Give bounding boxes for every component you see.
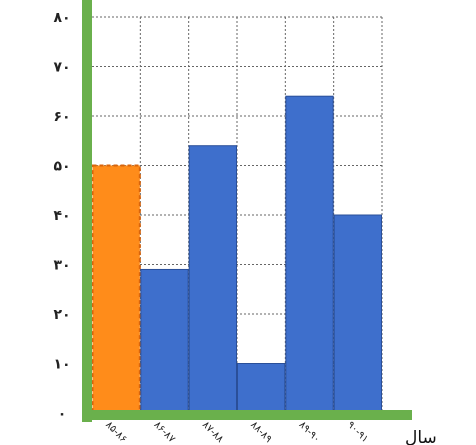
- axes: [82, 0, 412, 422]
- bar-3: [237, 363, 286, 414]
- y-tick-label: ۱۰: [53, 357, 70, 373]
- y-tick-label: ۰: [58, 406, 67, 422]
- x-tick-label: ۸۹-۹۰: [297, 419, 323, 445]
- bar-1: [140, 268, 189, 414]
- y-tick-label: ۴۰: [53, 208, 70, 224]
- x-tick-label: ۸۸-۸۹: [248, 419, 274, 445]
- y-tick-label: ۵۰: [53, 159, 70, 175]
- y-axis: [82, 0, 92, 422]
- y-tick-label: ۷۰: [53, 60, 70, 76]
- x-tick-label: ۸۵-۸۶: [103, 419, 129, 445]
- y-tick-label: ۲۰: [53, 307, 70, 323]
- x-axis: [82, 410, 412, 420]
- x-axis-label: سال: [405, 428, 437, 445]
- y-tick-labels: ۰ ۱۰ ۲۰ ۳۰ ۴۰ ۵۰ ۶۰ ۷۰ ۸۰: [53, 10, 70, 422]
- x-tick-labels: ۸۵-۸۶ ۸۶-۸۷ ۸۷-۸۸ ۸۸-۸۹ ۸۹-۹۰ ۹۰-۹۱: [103, 419, 370, 445]
- bar-5: [333, 214, 382, 414]
- x-tick-label: ۸۶-۸۷: [152, 419, 178, 445]
- x-tick-label: ۹۰-۹۱: [345, 419, 371, 445]
- y-tick-label: ۳۰: [53, 258, 70, 274]
- y-tick-label: ۸۰: [53, 10, 70, 26]
- y-tick-label: ۶۰: [53, 109, 70, 125]
- bar-2: [188, 145, 238, 414]
- x-tick-label: ۸۷-۸۸: [200, 419, 226, 445]
- bar-0: [91, 164, 141, 414]
- bar-4: [285, 95, 334, 414]
- bars: [91, 95, 382, 414]
